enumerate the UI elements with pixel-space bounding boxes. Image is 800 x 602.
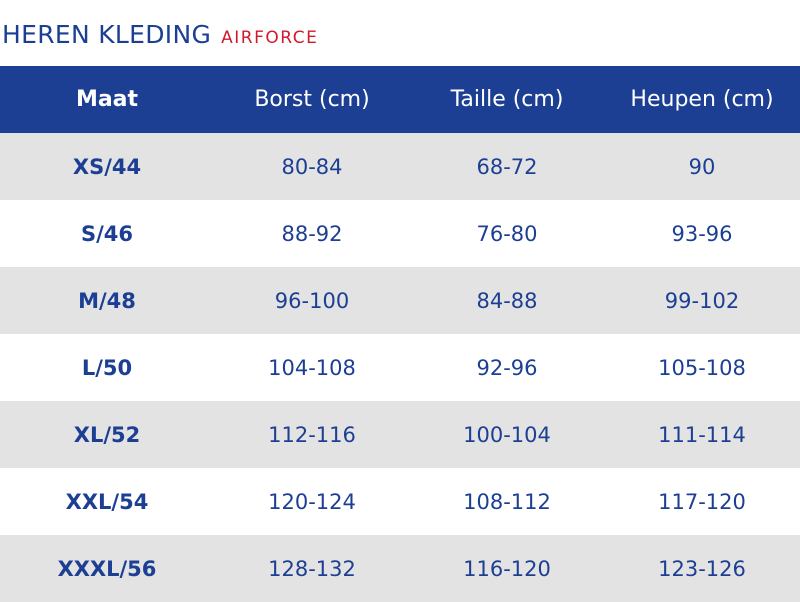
table-header: Maat Borst (cm) Taille (cm) Heupen (cm) (0, 66, 800, 133)
table-row: M/48 96-100 84-88 99-102 (0, 267, 800, 334)
taille-cell: 84-88 (476, 288, 538, 313)
table-row: XS/44 80-84 68-72 90 (0, 133, 800, 200)
heupen-cell: 90 (688, 154, 716, 179)
header-heupen: Heupen (cm) (630, 87, 774, 112)
borst-cell: 96-100 (274, 288, 350, 313)
size-table: Maat Borst (cm) Taille (cm) Heupen (cm) … (0, 66, 800, 602)
heupen-cell: 105-108 (658, 355, 746, 380)
taille-cell: 92-96 (476, 355, 538, 380)
borst-cell: 128-132 (268, 556, 356, 581)
table-row: S/46 88-92 76-80 93-96 (0, 200, 800, 267)
heupen-cell: 123-126 (658, 556, 746, 581)
header-borst: Borst (cm) (254, 87, 370, 112)
size-cell: XXXL/56 (57, 556, 157, 581)
table-row: L/50 104-108 92-96 105-108 (0, 334, 800, 401)
borst-cell: 88-92 (281, 221, 343, 246)
size-cell: L/50 (81, 355, 133, 380)
table-row: XXXL/56 128-132 116-120 123-126 (0, 535, 800, 602)
borst-cell: 104-108 (268, 355, 356, 380)
taille-cell: 116-120 (463, 556, 551, 581)
heupen-cell: 99-102 (664, 288, 740, 313)
title-brand: AIRFORCE (221, 28, 319, 48)
table-row: XL/52 112-116 100-104 111-114 (0, 401, 800, 468)
borst-cell: 120-124 (268, 489, 356, 514)
header-maat: Maat (75, 87, 139, 112)
heupen-cell: 117-120 (658, 489, 746, 514)
size-cell: XS/44 (72, 154, 142, 179)
size-cell: S/46 (80, 221, 134, 246)
title-main: HEREN KLEDING (2, 20, 212, 49)
taille-cell: 100-104 (463, 422, 551, 447)
borst-cell: 80-84 (281, 154, 343, 179)
heupen-cell: 111-114 (658, 422, 746, 447)
borst-cell: 112-116 (268, 422, 356, 447)
taille-cell: 108-112 (463, 489, 551, 514)
header-taille: Taille (cm) (450, 87, 564, 112)
page-title: HEREN KLEDING AIRFORCE (2, 20, 318, 52)
size-cell: M/48 (78, 288, 136, 313)
taille-cell: 76-80 (476, 221, 538, 246)
taille-cell: 68-72 (476, 154, 538, 179)
size-cell: XL/52 (73, 422, 141, 447)
heupen-cell: 93-96 (671, 221, 733, 246)
size-cell: XXL/54 (65, 489, 149, 514)
table-row: XXL/54 120-124 108-112 117-120 (0, 468, 800, 535)
